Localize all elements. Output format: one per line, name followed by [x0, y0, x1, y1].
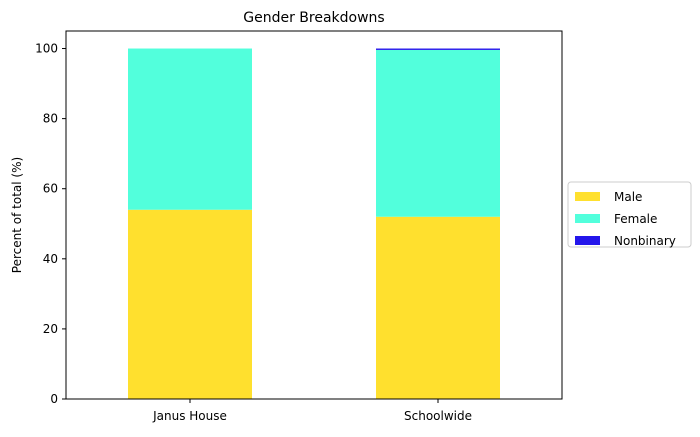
- y-tick-label: 20: [43, 322, 58, 336]
- y-tick-label: 80: [43, 112, 58, 126]
- legend: Male Female Nonbinary: [567, 181, 692, 248]
- legend-swatch-nonbinary: [575, 236, 600, 245]
- x-tick-label: Janus House: [152, 409, 227, 423]
- legend-label-nonbinary: Nonbinary: [614, 234, 676, 248]
- y-tick-label: 60: [43, 182, 58, 196]
- bar-male-janus-house: [128, 209, 252, 399]
- y-axis-label: Percent of total (%): [10, 157, 24, 273]
- y-axis: 0 20 40 60 80 100: [35, 42, 66, 406]
- y-tick-label: 100: [35, 42, 58, 56]
- legend-label-female: Female: [614, 212, 657, 226]
- bar-female-schoolwide: [376, 49, 500, 217]
- legend-swatch-male: [575, 192, 600, 201]
- bar-nonbinary-schoolwide: [376, 48, 500, 50]
- plot-frame: [65, 30, 563, 400]
- y-tick-label: 0: [50, 392, 58, 406]
- bar-male-schoolwide: [376, 216, 500, 399]
- legend-swatch-female: [575, 214, 600, 223]
- bars-group: [128, 48, 500, 399]
- bar-female-janus-house: [128, 48, 252, 210]
- chart-title: Gender Breakdowns: [243, 10, 384, 26]
- y-tick-label: 40: [43, 252, 58, 266]
- x-axis: Janus House Schoolwide: [152, 399, 472, 423]
- legend-label-male: Male: [614, 190, 642, 204]
- x-tick-label: Schoolwide: [404, 409, 472, 423]
